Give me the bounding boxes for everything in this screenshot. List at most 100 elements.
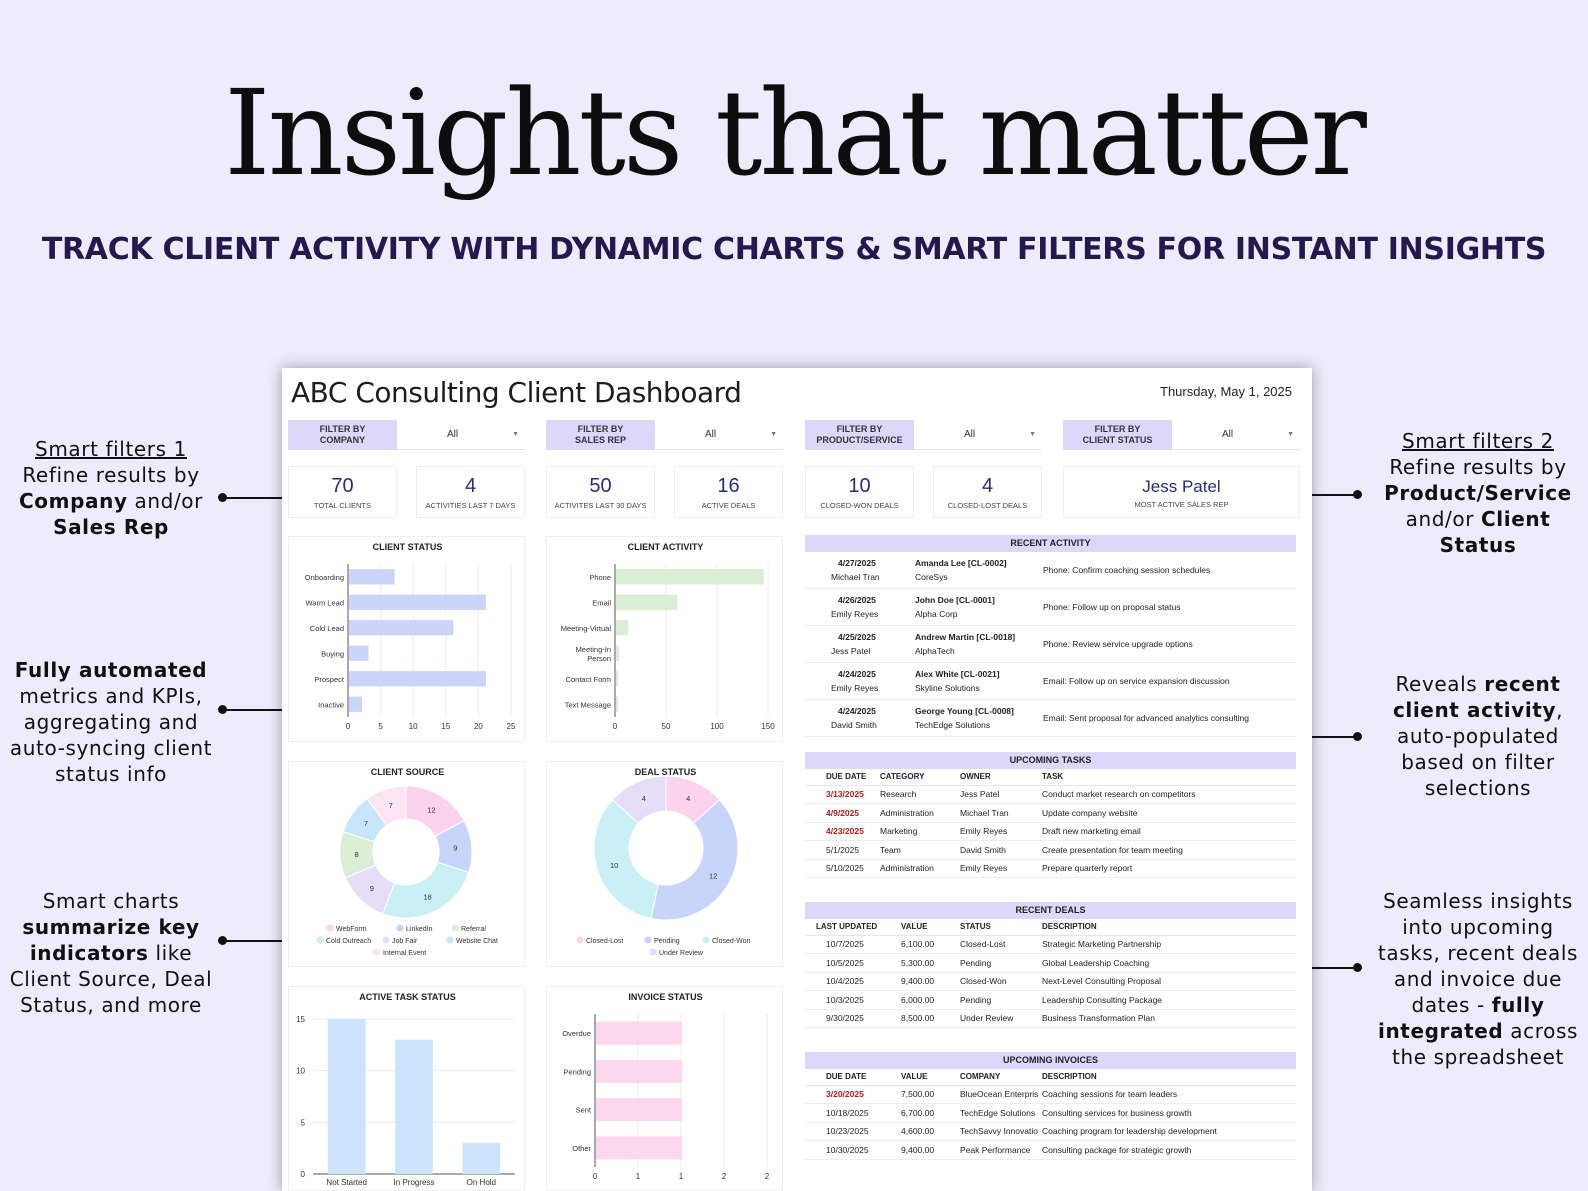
note-text: Refine results by [22, 463, 200, 487]
pie-slice [650, 799, 739, 921]
table-row[interactable]: 10/5/2025 5,300.00 Pending Global Leadershi… [805, 953, 1296, 973]
chart-deal-status: DEAL STATUS 4 12 10 4 Closed-Lost Pending Close… [546, 761, 783, 967]
note-bold: Fully automated [14, 658, 208, 682]
note-text: and/or [127, 489, 203, 513]
note-heading: Smart filters 1 [35, 437, 187, 461]
table-row[interactable]: 5/10/2025 Administration Emily Reyes Prepar… [805, 859, 1296, 878]
table-row[interactable]: 10/4/2025 9,400.00 Closed-Won Next-Level Co… [805, 972, 1296, 991]
recent-deals-header: RECENT DEALS [805, 902, 1296, 919]
slice-label: 8 [354, 850, 358, 859]
tick-label: 1 [636, 1172, 641, 1181]
note-smart-charts: Smart charts summarize key indicators li… [6, 888, 216, 1018]
client-status-chart-svg: CLIENT STATUS 0 5 10 15 20 25 Onboarding Warm Le… [305, 542, 516, 731]
kpi-most-active-rep: Jess Patel MOST ACTIVE SALES REP [1063, 466, 1300, 518]
bar [616, 645, 620, 661]
filter-product-service-select[interactable]: All ▼ [914, 420, 1042, 450]
bar [349, 620, 454, 636]
chevron-down-icon: ▼ [770, 431, 777, 438]
category-label: Not Started [326, 1178, 366, 1187]
category-label: Inactive [318, 700, 344, 709]
table-row[interactable]: 10/7/2025 6,100.00 Closed-Lost Strategic Ma… [805, 935, 1296, 954]
note-bold: summarize key indicators [22, 915, 200, 965]
tick-label: 150 [761, 722, 775, 731]
filter-client-status-select[interactable]: All ▼ [1172, 420, 1300, 450]
connector-dot [218, 705, 227, 714]
bar [327, 1019, 366, 1174]
slice-label: 9 [453, 844, 457, 853]
tick-label: 100 [710, 722, 724, 731]
activity-row[interactable]: 4/24/2025 Emily Reyes Alex White [CL-0021]… [805, 663, 1296, 700]
legend-marker [451, 924, 459, 932]
tick-label: 0 [593, 1172, 598, 1181]
tick-label: 15 [296, 1015, 305, 1024]
kpi-activities-7-days: 4 ACTIVITIES LAST 7 DAYS [416, 466, 525, 518]
recent-activity-header: RECENT ACTIVITY [805, 535, 1296, 552]
upcoming-invoices-header: UPCOMING INVOICES [805, 1052, 1296, 1069]
recent-deals-table: LAST UPDATED VALUE STATUS DESCRIPTION 10/7/… [805, 919, 1296, 1028]
note-bold: Client Status [1439, 507, 1551, 557]
slice-label: 4 [642, 794, 646, 803]
note-text: like Client Source, Deal Status, and mor… [9, 941, 213, 1017]
filter-label: FILTER BY CLIENT STATUS [1063, 420, 1172, 450]
category-label: In Progress [394, 1178, 435, 1187]
table-row[interactable]: 3/13/2025 Research Jess Patel Conduct marke… [805, 785, 1296, 804]
note-text: Smart charts [42, 889, 180, 913]
table-row[interactable]: 10/3/2025 6,000.00 Pending Leadership Consu… [805, 990, 1296, 1010]
pie-slice [382, 861, 470, 919]
connector-dot [218, 936, 227, 945]
filter-sales-rep: FILTER BY SALES REP All ▼ [546, 420, 783, 450]
category-label: Email [592, 598, 611, 607]
category-label: Phone [589, 573, 611, 582]
category-label: Meeting-In [576, 645, 611, 654]
table-row[interactable]: 4/23/2025 Marketing Emily Reyes Draft new m… [805, 822, 1296, 841]
note-bold: recent client activity [1392, 672, 1561, 722]
upcoming-invoices-table: DUE DATE VALUE COMPANY DESCRIPTION 3/20/202… [805, 1069, 1296, 1160]
note-bold: Product/Service [1384, 481, 1572, 505]
note-text: metrics and KPIs, aggregating and auto-s… [9, 684, 213, 786]
legend-label: Internal Event [383, 950, 426, 957]
bar [462, 1143, 501, 1174]
legend-label: Cold Outreach [326, 938, 371, 945]
filter-company-select[interactable]: All ▼ [397, 420, 525, 450]
category-label: Other [572, 1144, 591, 1153]
activity-row[interactable]: 4/25/2025 Jess Patel Andrew Martin [CL-001… [805, 626, 1296, 663]
table-row[interactable]: 10/30/2025 9,400.00 Peak Performance Consul… [805, 1140, 1296, 1160]
tick-label: 5 [378, 722, 383, 731]
table-row[interactable]: 10/23/2025 4,600.00 TechSavvy Innovatio Coa… [805, 1122, 1296, 1141]
table-row[interactable]: 10/18/2025 6,700.00 TechEdge Solutions Cons… [805, 1103, 1296, 1123]
bar [596, 1098, 682, 1122]
connector-dot [1353, 963, 1362, 972]
pie-slice [366, 785, 407, 827]
tick-label: 1 [679, 1172, 684, 1181]
connector-dot [1353, 732, 1362, 741]
bar [596, 1136, 682, 1160]
chart-title: INVOICE STATUS [628, 992, 702, 1002]
dashboard-title: ABC Consulting Client Dashboard [291, 376, 742, 409]
invoice-status-chart-svg: INVOICE STATUS 0 1 1 2 2 Overdue Pending Sent Oth… [562, 992, 770, 1181]
activity-row[interactable]: 4/26/2025 Emily Reyes John Doe [CL-0001] Al… [805, 589, 1296, 626]
pie-slice [611, 775, 667, 824]
category-label: Person [587, 654, 611, 663]
activity-row[interactable]: 4/27/2025 Michael Tran Amanda Lee [CL-0002… [805, 552, 1296, 589]
upcoming-tasks-header: UPCOMING TASKS [805, 752, 1296, 769]
legend-label: WebForm [336, 926, 367, 933]
table-row[interactable]: 3/20/2025 7,500.00 BlueOcean Enterpris Coac… [805, 1085, 1296, 1104]
tick-label: 5 [301, 1118, 306, 1127]
category-label: Pending [563, 1067, 591, 1076]
note-text: and/or [1405, 507, 1482, 531]
table-row[interactable]: 5/1/2025 Team David Smith Create presentati… [805, 840, 1296, 860]
table-row[interactable]: 9/30/2025 8,500.00 Under Review Business Tr… [805, 1009, 1296, 1028]
bar [616, 671, 619, 687]
client-source-chart-svg: CLIENT SOURCE 12 9 18 9 8 7 7 WebForm LinkedIn Ref… [316, 767, 498, 957]
note-bold: Sales Rep [53, 515, 169, 539]
legend-label: Closed-Won [712, 938, 750, 945]
activity-row[interactable]: 4/24/2025 David Smith George Young [CL-000… [805, 700, 1296, 737]
bar [349, 671, 486, 687]
legend-label: Closed-Lost [586, 938, 623, 945]
bar [395, 1039, 433, 1174]
tick-label: 10 [409, 722, 418, 731]
filter-sales-rep-select[interactable]: All ▼ [655, 420, 783, 450]
filter-company: FILTER BY COMPANY All ▼ [288, 420, 525, 450]
table-row[interactable]: 4/9/2025 Administration Michael Tran Update… [805, 803, 1296, 823]
legend-label: LinkedIn [406, 926, 433, 933]
